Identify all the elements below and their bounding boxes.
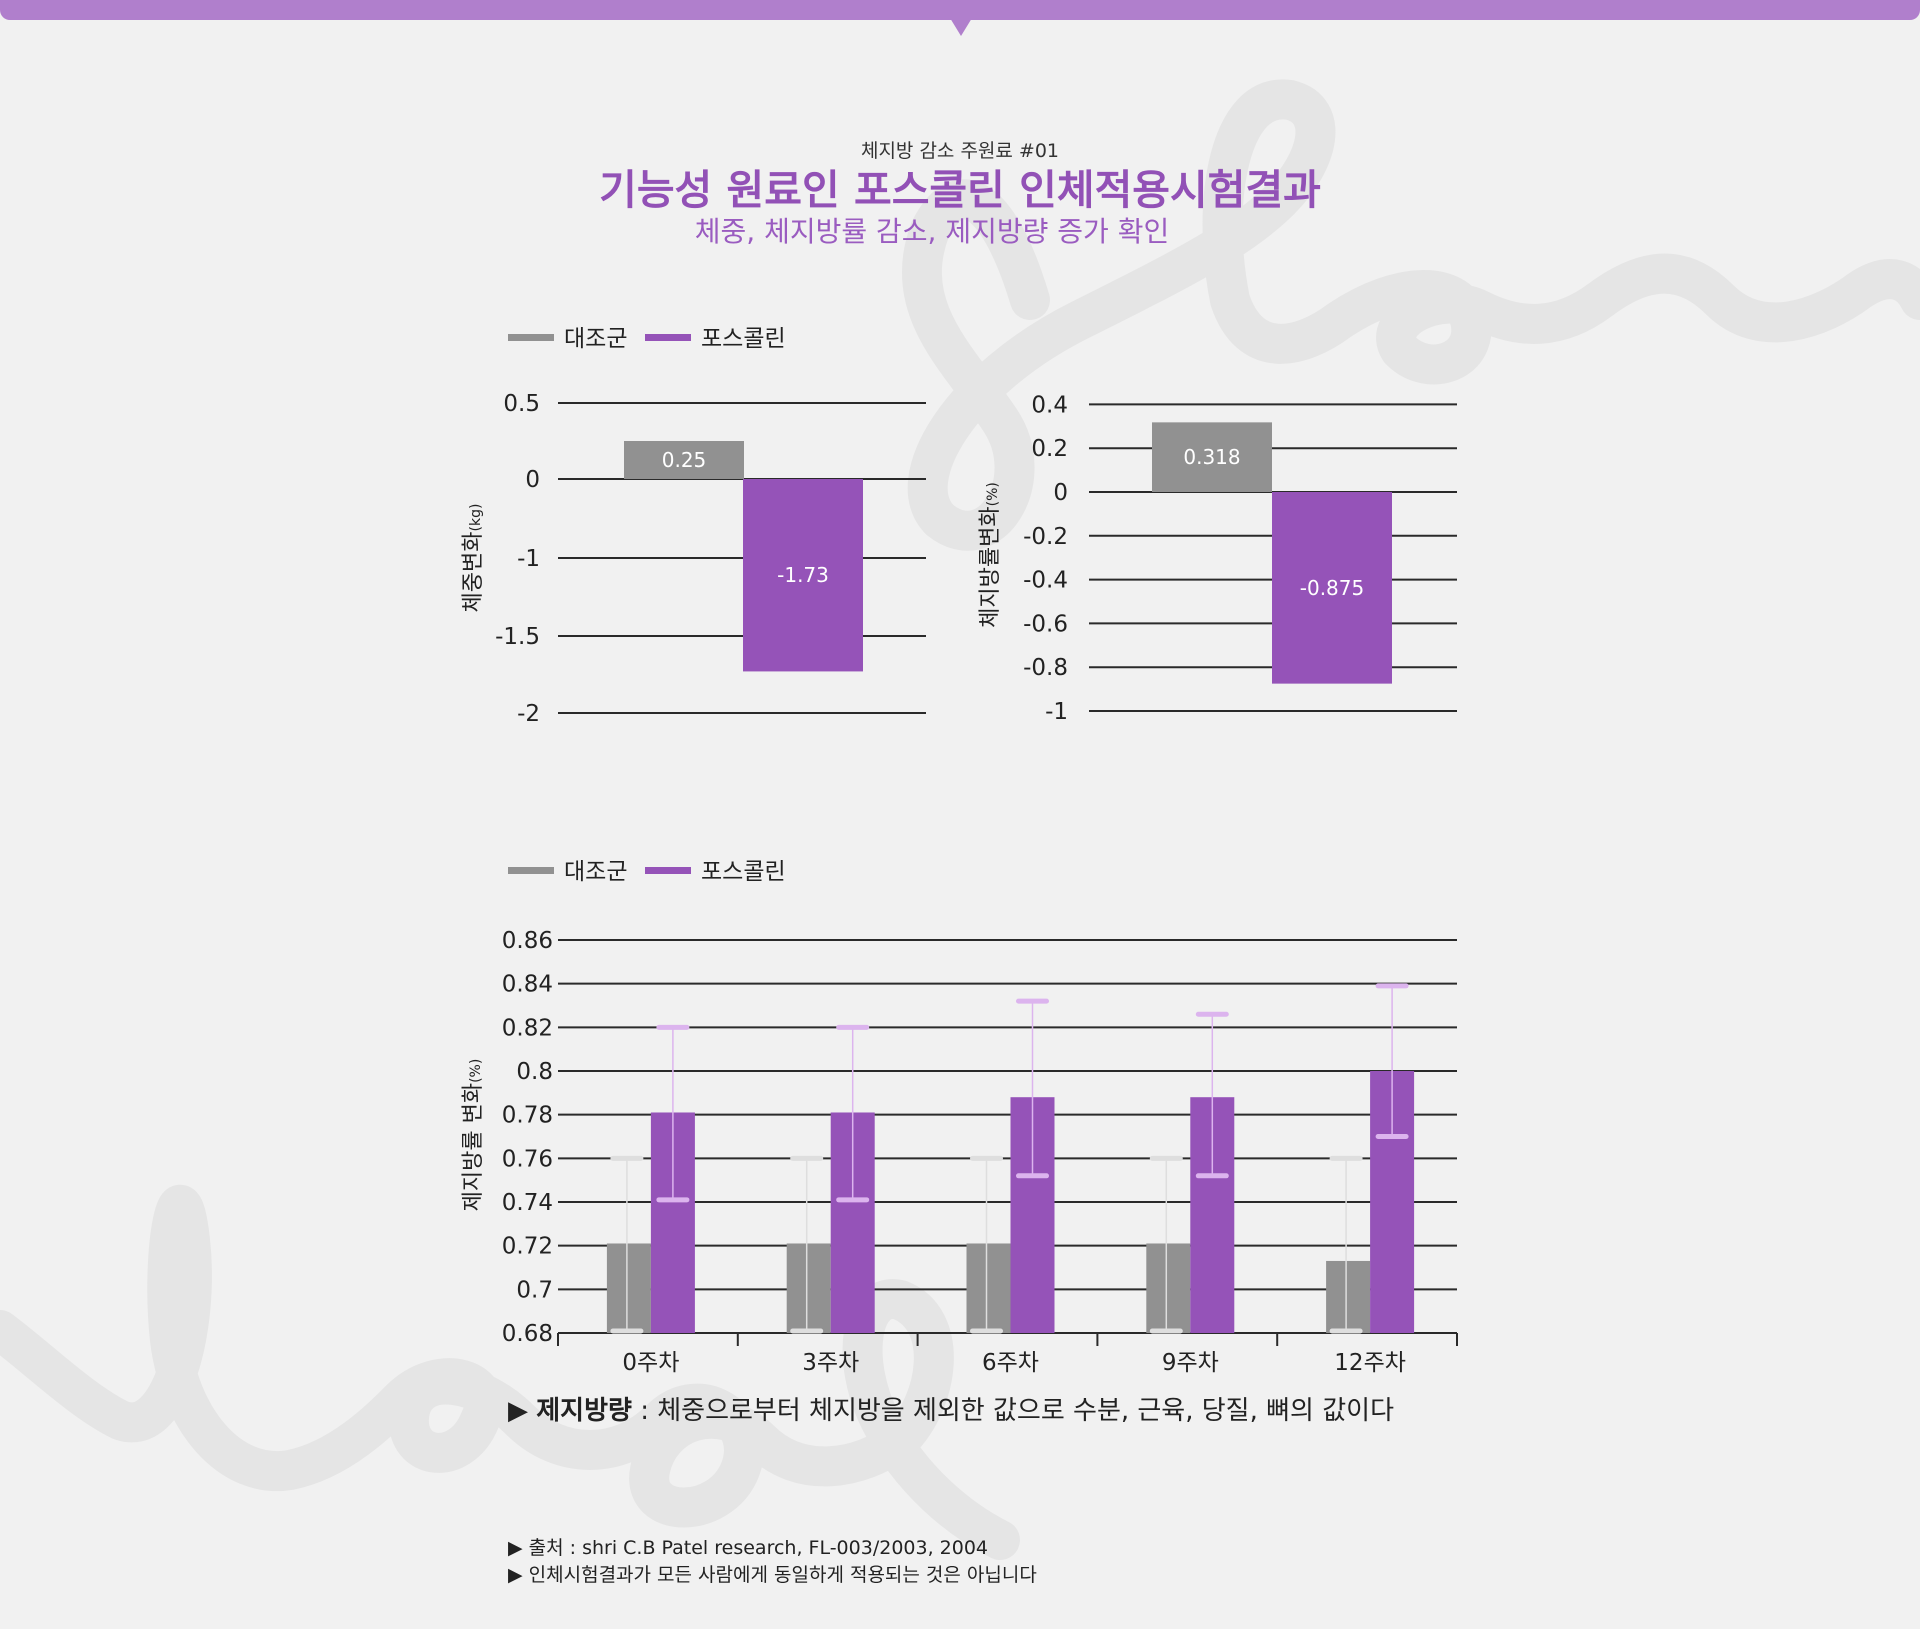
body-fat-rate-chart: 0.4 0.2 0 -0.2 -0.4 -0.6 -0.8 -1 체지방률변화(%) 0.318 -… [978, 392, 1457, 725]
lean-mass-rate-chart: 0.86 0.84 0.82 0.8 0.78 0.76 0.74 0.72 0.7 0.68 제지… [461, 928, 1458, 1376]
y-axis-label: 체지방률변화(%) [978, 482, 1003, 628]
y-tick-label: 0.82 [502, 1015, 553, 1041]
legend-control-swatch [508, 334, 554, 341]
y-tick-label: 0.74 [502, 1190, 553, 1216]
footnote-source: ▶ 출처 : shri C.B Patel research, FL-003/2… [508, 1537, 989, 1559]
data-label: -0.875 [1300, 576, 1364, 600]
y-tick-label: -1.5 [495, 624, 540, 650]
legend-forskolin-swatch [645, 334, 691, 341]
legend-control-label: 대조군 [564, 859, 627, 885]
page-title: 기능성 원료인 포스콜린 인체적용시험결과 [599, 166, 1321, 214]
legend-forskolin-label: 포스콜린 [701, 859, 786, 885]
legend-forskolin-swatch [645, 867, 691, 874]
kicker-text: 체지방 감소 주원료 #01 [860, 140, 1060, 162]
bar-control [1146, 1243, 1191, 1333]
y-tick-label: -0.2 [1023, 524, 1068, 550]
y-axis-unit: (%) [468, 1059, 484, 1083]
y-tick-label: 0.78 [502, 1103, 553, 1129]
x-tick-label: 3주차 [802, 1350, 859, 1376]
bar-control [1326, 1260, 1371, 1333]
y-axis-label: 체중변화(kg) [461, 504, 486, 613]
legend-top: 대조군 포스콜린 [508, 326, 786, 352]
y-tick-label: 0.2 [1031, 436, 1068, 462]
y-axis-unit: (kg) [468, 504, 484, 532]
note-text: : 체중으로부터 체지방을 제외한 값으로 수분, 근육, 당질, 뼈의 값이다 [631, 1396, 1394, 1426]
note-term: 제지방량 [536, 1396, 632, 1426]
y-tick-label: 0.76 [502, 1146, 553, 1172]
data-label: 0.318 [1183, 445, 1240, 469]
y-tick-label: -0.8 [1023, 655, 1068, 681]
y-tick-label: 0.5 [503, 391, 540, 417]
bar-control [786, 1243, 831, 1333]
legend-forskolin-label: 포스콜린 [701, 326, 786, 352]
bar-control [966, 1243, 1011, 1333]
y-tick-label: 0.7 [516, 1277, 553, 1303]
y-axis-label: 제지방률 변화(%) [461, 1059, 486, 1212]
legend-control-swatch [508, 867, 554, 874]
x-tick-label: 12주차 [1334, 1350, 1406, 1376]
data-label: 0.25 [662, 448, 707, 472]
legend-control-label: 대조군 [564, 326, 627, 352]
top-banner-bar [0, 0, 1920, 20]
y-tick-label: 0.72 [502, 1234, 553, 1260]
x-tick-label: 0주차 [622, 1350, 679, 1376]
bar [624, 441, 744, 479]
y-tick-label: -1 [1045, 699, 1068, 725]
bar-control [606, 1243, 651, 1333]
x-tick-label: 9주차 [1162, 1350, 1219, 1376]
bar [743, 479, 863, 672]
y-tick-label: 0.68 [502, 1321, 553, 1347]
y-tick-label: -2 [517, 701, 540, 727]
y-tick-label: 0.84 [502, 972, 553, 998]
bar [1152, 422, 1272, 492]
data-label: -1.73 [777, 563, 829, 587]
y-tick-label: 0.4 [1031, 392, 1068, 418]
y-tick-label: 0 [525, 467, 540, 493]
footnote-disclaimer: ▶ 인체시험결과가 모든 사람에게 동일하게 적용되는 것은 아닙니다 [508, 1564, 1037, 1586]
page-subtitle: 체중, 체지방률 감소, 제지방량 증가 확인 [694, 215, 1170, 248]
weight-change-chart: 0.5 0 -1 -1.5 -2 체중변화(kg) 0.25 -1.73 [461, 391, 926, 727]
y-tick-label: 0.8 [516, 1059, 553, 1085]
top-banner-notch [950, 18, 972, 36]
y-tick-label: 0 [1053, 480, 1068, 506]
y-tick-label: -0.4 [1023, 568, 1068, 594]
lean-mass-note: ▶ 제지방량 : 체중으로부터 체지방을 제외한 값으로 수분, 근육, 당질,… [508, 1396, 1394, 1426]
y-tick-label: 0.86 [502, 928, 553, 954]
y-axis-unit: (%) [985, 482, 1001, 506]
x-tick-label: 6주차 [982, 1350, 1039, 1376]
legend-bottom: 대조군 포스콜린 [508, 859, 786, 885]
y-tick-label: -1 [517, 546, 540, 572]
bar [1272, 492, 1392, 684]
y-tick-label: -0.6 [1023, 611, 1068, 637]
